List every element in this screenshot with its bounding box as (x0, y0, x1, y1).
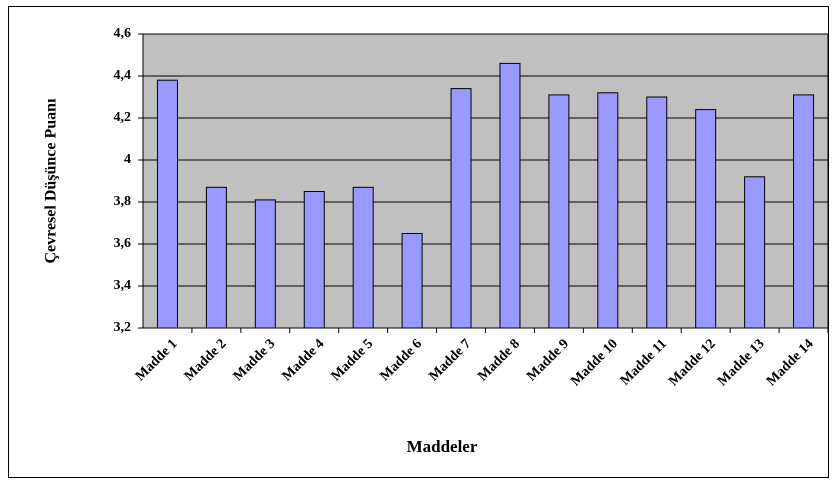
bar (499, 62, 521, 329)
bar (254, 199, 276, 329)
bar (695, 109, 717, 329)
bar (793, 94, 815, 329)
bar (450, 88, 472, 329)
bar (548, 94, 570, 329)
y-tick-label: 4,4 (114, 68, 132, 83)
y-tick-label: 3,2 (114, 320, 132, 335)
y-tick-label: 3,6 (114, 236, 132, 251)
bar (744, 176, 766, 329)
bar (156, 79, 178, 329)
y-tick-label: 4,6 (114, 26, 132, 41)
y-tick-label: 3,8 (114, 194, 132, 209)
y-tick-label: 3,4 (114, 278, 132, 293)
plot-area (142, 33, 829, 329)
bar (205, 186, 227, 329)
y-tick-label: 4,2 (114, 110, 132, 125)
bar (352, 186, 374, 329)
bar (597, 92, 619, 329)
bar (303, 191, 325, 329)
x-axis-label: Maddeler (407, 437, 478, 456)
bar (401, 233, 423, 329)
y-tick-label: 4 (124, 152, 131, 167)
bar (646, 96, 668, 329)
y-axis-label: Çevresel Düşünce Puanı (43, 98, 60, 264)
